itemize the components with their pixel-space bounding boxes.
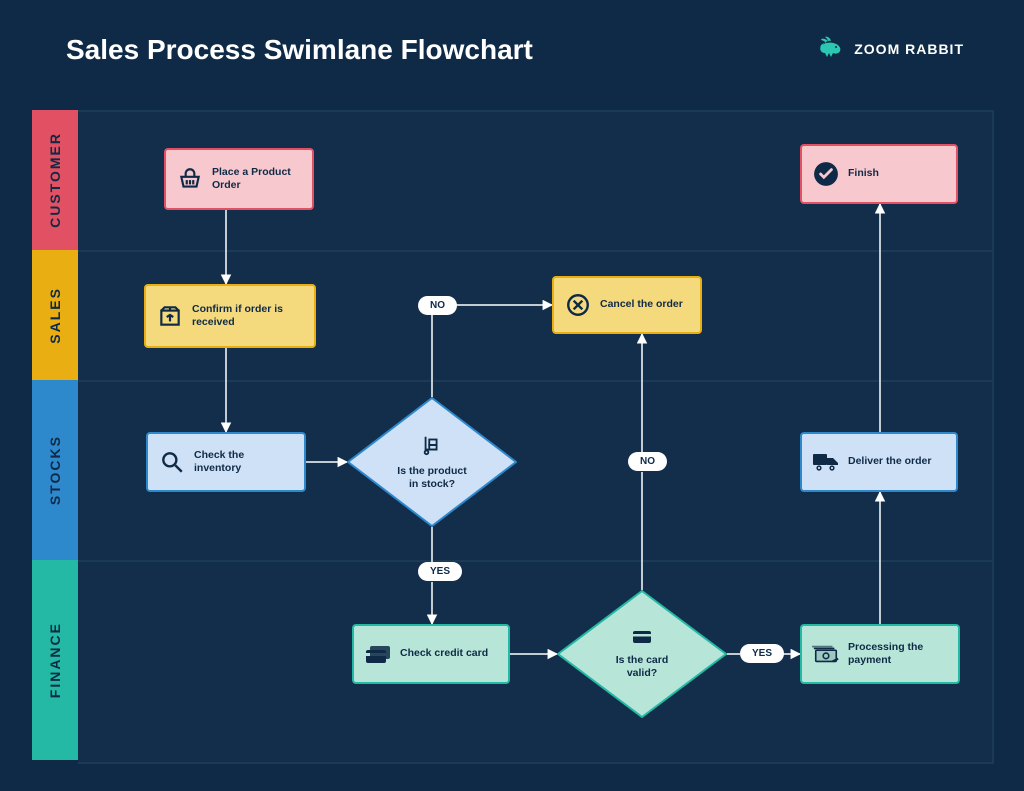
- cash-icon: [812, 640, 840, 668]
- lane-label-text: STOCKS: [47, 435, 63, 505]
- lane-label-text: SALES: [47, 287, 63, 344]
- lane-header-sales: SALES: [32, 250, 78, 380]
- lane-header-customer: CUSTOMER: [32, 110, 78, 250]
- decision-label: Is the product in stock?: [392, 465, 472, 490]
- node-label: Finish: [848, 167, 879, 180]
- node-confirm-order: Confirm if order is received: [144, 284, 316, 348]
- edge-label-no-card: NO: [628, 452, 667, 471]
- decision-card-valid: Is the card valid?: [557, 590, 727, 718]
- truck-icon: [812, 448, 840, 476]
- node-check-card: Check credit card: [352, 624, 510, 684]
- node-label: Confirm if order is received: [192, 303, 304, 329]
- cancel-icon: [564, 291, 592, 319]
- brand: ZOOM RABBIT: [816, 36, 964, 61]
- node-finish: Finish: [800, 144, 958, 204]
- node-cancel-order: Cancel the order: [552, 276, 702, 334]
- card-small-icon: [632, 629, 652, 650]
- handtruck-icon: [421, 434, 443, 461]
- node-label: Place a Product Order: [212, 166, 302, 192]
- magnifier-icon: [158, 448, 186, 476]
- node-label: Check the inventory: [194, 449, 294, 475]
- lane-label-text: FINANCE: [47, 622, 63, 698]
- lane-header-finance: FINANCE: [32, 560, 78, 760]
- node-label: Cancel the order: [600, 298, 683, 311]
- node-check-inventory: Check the inventory: [146, 432, 306, 492]
- edge-label-yes-card: YES: [740, 644, 784, 663]
- node-label: Check credit card: [400, 647, 488, 660]
- card-icon: [364, 640, 392, 668]
- decision-in-stock: Is the product in stock?: [347, 397, 517, 527]
- rabbit-icon: [816, 36, 844, 61]
- chart-title: Sales Process Swimlane Flowchart: [66, 34, 533, 66]
- lane-header-stocks: STOCKS: [32, 380, 78, 560]
- node-place-order: Place a Product Order: [164, 148, 314, 210]
- node-label: Processing the payment: [848, 641, 948, 667]
- edge-label-yes-stock: YES: [418, 562, 462, 581]
- check-icon: [812, 160, 840, 188]
- brand-name: ZOOM RABBIT: [854, 41, 964, 57]
- box-icon: [156, 302, 184, 330]
- edge-label-no-stock: NO: [418, 296, 457, 315]
- flowchart-stage: Sales Process Swimlane Flowchart ZOOM RA…: [0, 0, 1024, 791]
- node-process-payment: Processing the payment: [800, 624, 960, 684]
- decision-label: Is the card valid?: [602, 654, 682, 679]
- basket-icon: [176, 165, 204, 193]
- node-label: Deliver the order: [848, 455, 931, 468]
- lane-label-text: CUSTOMER: [47, 132, 63, 228]
- node-deliver-order: Deliver the order: [800, 432, 958, 492]
